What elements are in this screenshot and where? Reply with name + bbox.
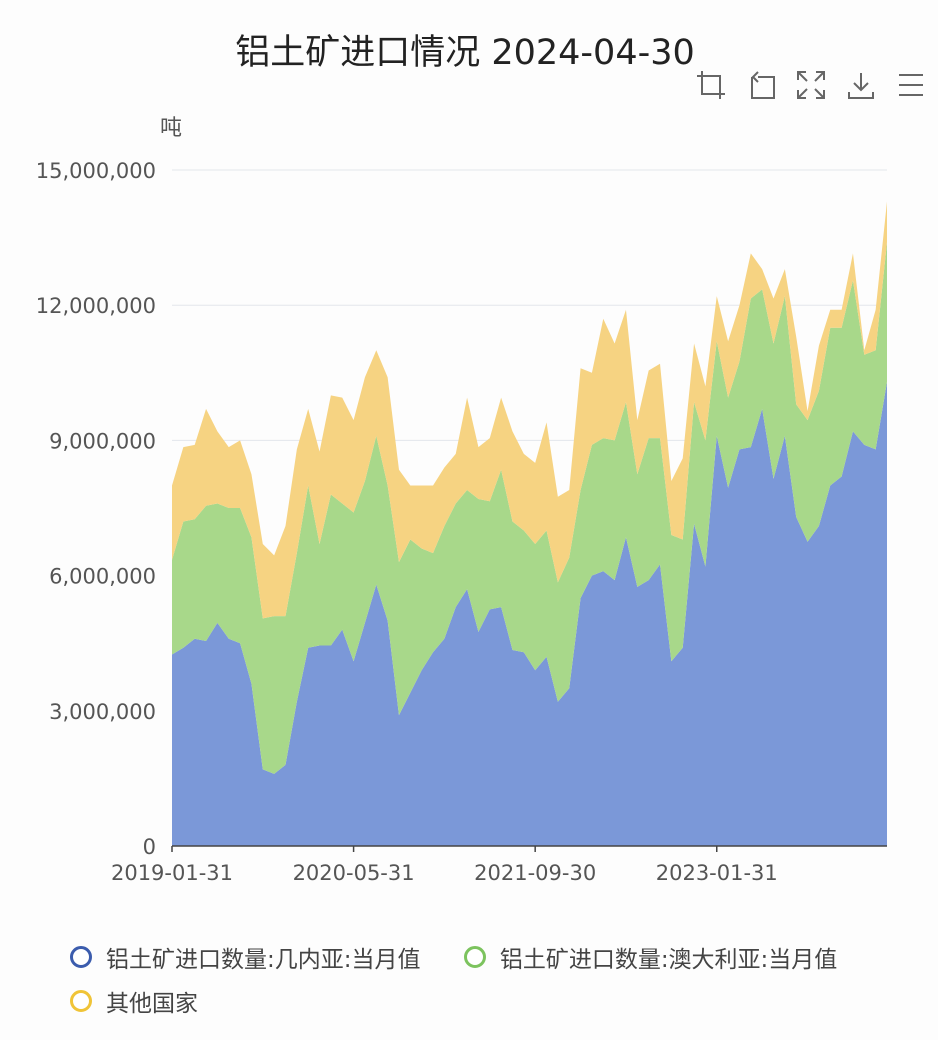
zoom-icon[interactable]: [694, 68, 728, 102]
legend-marker-other: [70, 990, 92, 1012]
x-tick-label: 2023-01-31: [656, 861, 778, 885]
legend-item-guinea[interactable]: 铝土矿进口数量:几内亚:当月值: [70, 935, 421, 979]
download-icon[interactable]: [844, 68, 878, 102]
x-tick-label: 2020-05-31: [293, 861, 415, 885]
fullscreen-icon[interactable]: [794, 68, 828, 102]
y-tick-label: 12,000,000: [36, 294, 156, 318]
series-area-1: [172, 242, 887, 774]
x-tick-label: 2019-01-31: [111, 861, 233, 885]
legend-item-other[interactable]: 其他国家: [70, 979, 198, 1023]
legend-label-other: 其他国家: [106, 991, 198, 1017]
plot-area: 0 3,000,000 6,000,000 9,000,000 12,000,000 15…: [36, 159, 887, 885]
series-area-0: [172, 381, 887, 846]
legend-marker-guinea: [70, 946, 92, 968]
legend-item-australia[interactable]: 铝土矿进口数量:澳大利亚:当月值: [463, 935, 838, 979]
chart-toolbox: [694, 68, 928, 102]
chart-legend: 铝土矿进口数量:几内亚:当月值 铝土矿进口数量:澳大利亚:当月值 其他国家: [70, 935, 930, 1023]
chart-title: 铝土矿进口情况 2024-04-30: [235, 33, 695, 73]
y-tick-label: 15,000,000: [36, 159, 156, 183]
x-tick-label: 2021-09-30: [474, 861, 596, 885]
menu-icon[interactable]: [894, 68, 928, 102]
zoom-reset-icon[interactable]: [744, 68, 778, 102]
series-area-2: [172, 201, 887, 619]
y-tick-label: 3,000,000: [49, 700, 156, 724]
y-tick-label: 9,000,000: [49, 429, 156, 453]
y-tick-label: 6,000,000: [49, 565, 156, 589]
y-axis-unit-label: 吨: [160, 116, 183, 141]
legend-marker-australia: [463, 946, 486, 968]
y-tick-label: 0: [143, 835, 156, 859]
legend-label-australia: 铝土矿进口数量:澳大利亚:当月值: [499, 947, 838, 973]
legend-label-guinea: 铝土矿进口数量:几内亚:当月值: [106, 947, 421, 973]
